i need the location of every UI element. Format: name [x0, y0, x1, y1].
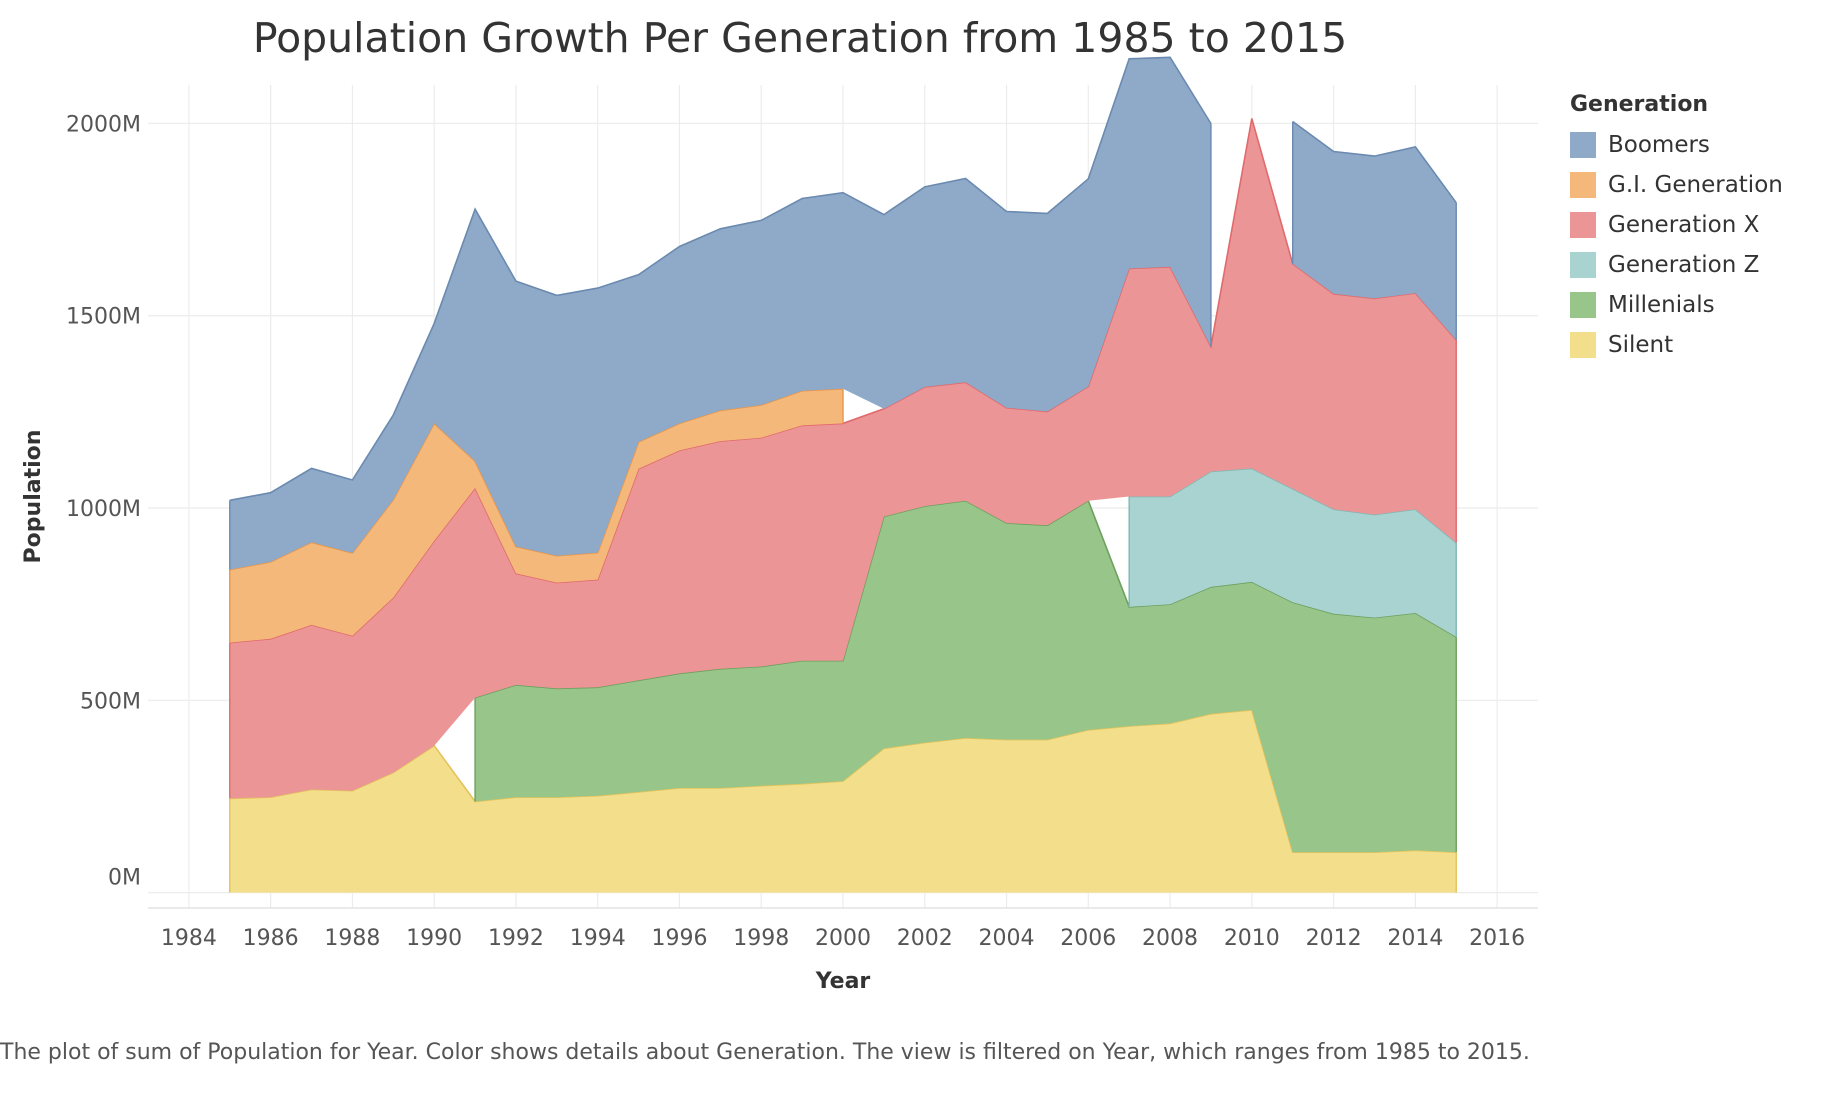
- area-series-layer: [229, 56, 1457, 893]
- legend-swatch: [1570, 292, 1596, 318]
- legend-swatch: [1570, 172, 1596, 198]
- area-generation-x: [229, 118, 1457, 799]
- area-edge-boomers: [229, 56, 1212, 502]
- x-tick-label: 2006: [1060, 926, 1116, 951]
- area-boomers: [1292, 121, 1457, 340]
- legend-item-millenials[interactable]: Millenials: [1570, 285, 1783, 325]
- legend-item-generation-z[interactable]: Generation Z: [1570, 245, 1783, 285]
- x-tick-label: 2016: [1469, 926, 1525, 951]
- x-tick-label: 2000: [815, 926, 871, 951]
- x-tick-label: 1986: [243, 926, 299, 951]
- chart-caption: The plot of sum of Population for Year. …: [0, 1040, 1530, 1065]
- x-tick-label: 1996: [651, 926, 707, 951]
- y-axis-title: Population: [21, 430, 46, 564]
- y-tick-label: 2000M: [66, 112, 141, 137]
- x-tick-label: 2002: [897, 926, 953, 951]
- x-tick-label: 1998: [733, 926, 789, 951]
- area-edge-boomers: [1292, 120, 1457, 204]
- area-generation-z: [1129, 468, 1457, 637]
- y-tick-label: 1500M: [66, 305, 141, 330]
- legend-item-silent[interactable]: Silent: [1570, 325, 1783, 365]
- legend-swatch: [1570, 252, 1596, 278]
- area-silent: [229, 709, 1457, 893]
- legend-label: Boomers: [1608, 132, 1710, 158]
- area-millenials: [475, 500, 1457, 853]
- legend-label: Millenials: [1608, 292, 1715, 318]
- legend-item-generation-x[interactable]: Generation X: [1570, 205, 1783, 245]
- legend: Generation Boomers G.I. Generation Generat…: [1570, 92, 1783, 365]
- x-axis-title: Year: [815, 969, 871, 994]
- legend-label: G.I. Generation: [1608, 172, 1783, 198]
- y-tick-label: 1000M: [66, 497, 141, 522]
- x-tick-label: 2004: [979, 926, 1035, 951]
- legend-label: Generation Z: [1608, 252, 1760, 278]
- x-tick-label: 1994: [570, 926, 626, 951]
- legend-item-boomers[interactable]: Boomers: [1570, 125, 1783, 165]
- legend-swatch: [1570, 212, 1596, 238]
- legend-label: Silent: [1608, 332, 1674, 358]
- x-tick-label: 1992: [488, 926, 544, 951]
- legend-label: Generation X: [1608, 212, 1760, 238]
- legend-title: Generation: [1570, 92, 1709, 117]
- chart-title: Population Growth Per Generation from 19…: [252, 14, 1348, 62]
- x-tick-label: 1990: [406, 926, 462, 951]
- legend-swatch: [1570, 132, 1596, 158]
- x-tick-label: 1984: [161, 926, 217, 951]
- x-tick-label: 2010: [1224, 926, 1280, 951]
- y-tick-label: 500M: [80, 689, 141, 714]
- x-tick-label: 2012: [1306, 926, 1362, 951]
- axes: 1984 1986 1988 1990 1992 1994 1996 1998 2000 2002…: [21, 112, 1538, 994]
- y-tick-label: 0M: [108, 866, 141, 891]
- x-tick-label: 1988: [324, 926, 380, 951]
- area-boomers: [229, 57, 1211, 570]
- area-g-i-generation: [229, 388, 844, 643]
- x-tick-label: 2008: [1142, 926, 1198, 951]
- legend-item-g-i-generation[interactable]: G.I. Generation: [1570, 165, 1783, 205]
- x-tick-label: 2014: [1387, 926, 1443, 951]
- legend-items: Boomers G.I. Generation Generation X Genera…: [1570, 125, 1783, 365]
- legend-swatch: [1570, 332, 1596, 358]
